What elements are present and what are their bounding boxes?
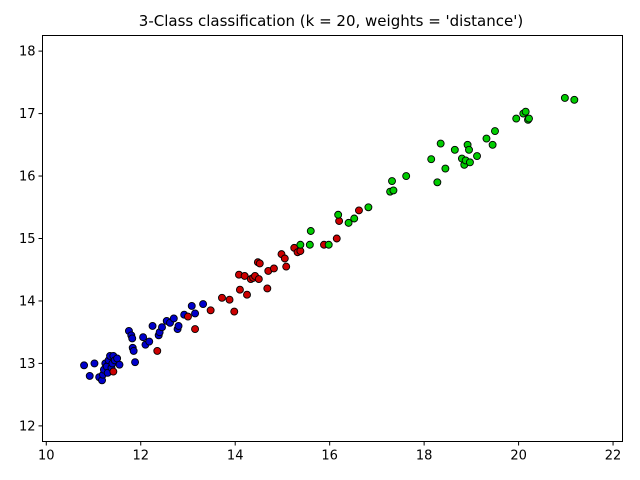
data-point [109, 367, 118, 376]
y-tick-label: 17 [19, 107, 36, 122]
data-point [263, 284, 272, 293]
data-point [350, 214, 359, 223]
y-axis: 12 13 14 15 16 17 18 [19, 45, 43, 434]
data-point [402, 172, 411, 180]
data-point [80, 361, 89, 370]
data-point [465, 145, 473, 154]
data-point [473, 152, 481, 161]
plot-frame [42, 35, 623, 442]
x-tick-label: 14 [227, 449, 244, 464]
data-point [450, 145, 459, 154]
data-point [427, 155, 436, 164]
x-tick-label: 22 [605, 449, 622, 464]
data-point [191, 325, 200, 334]
data-point [488, 140, 497, 149]
y-tick-label: 14 [19, 294, 36, 309]
data-point [148, 322, 157, 330]
data-point [153, 346, 162, 355]
data-point [235, 285, 244, 294]
x-tick-label: 16 [321, 449, 338, 464]
data-point [187, 302, 196, 310]
data-point [131, 358, 140, 367]
data-point [225, 295, 234, 304]
x-tick-label: 20 [510, 449, 527, 464]
data-point [332, 234, 341, 243]
data-point [389, 186, 398, 195]
data-point [334, 210, 343, 219]
data-point [184, 312, 192, 321]
data-point [482, 134, 491, 143]
data-point [206, 306, 215, 315]
data-point [512, 114, 521, 123]
data-point [491, 127, 499, 136]
data-point [158, 323, 166, 332]
data-point [199, 300, 208, 309]
data-point [344, 218, 353, 227]
data-point [305, 240, 314, 249]
y-tick-label: 18 [19, 45, 36, 60]
x-axis: 10 12 14 16 18 20 22 [38, 441, 622, 464]
y-tick-label: 12 [19, 419, 36, 434]
data-point [521, 107, 530, 116]
data-point [255, 259, 264, 268]
data-point [560, 94, 569, 102]
data-point [129, 346, 138, 355]
points-layer [80, 94, 579, 385]
data-point [280, 254, 289, 263]
y-tick-label: 13 [19, 357, 36, 372]
data-point [230, 307, 239, 316]
data-point [525, 114, 533, 123]
data-point [254, 275, 263, 284]
data-point [364, 203, 373, 212]
data-point [433, 178, 442, 187]
data-point [441, 164, 450, 173]
data-point [115, 360, 124, 369]
data-point [145, 337, 154, 346]
data-point [282, 262, 291, 271]
data-point [324, 240, 333, 249]
data-point [139, 333, 148, 342]
data-point [570, 95, 579, 104]
data-point [169, 314, 178, 323]
data-point [218, 293, 226, 302]
data-point [436, 139, 445, 148]
data-point [465, 158, 474, 167]
chart-title: 3-Class classification (k = 20, weights … [139, 12, 523, 30]
data-point [296, 240, 305, 249]
x-tick-label: 10 [38, 449, 55, 464]
data-point [388, 177, 396, 185]
y-tick-label: 16 [19, 170, 36, 185]
data-point [174, 322, 183, 330]
data-point [128, 334, 137, 343]
y-tick-label: 15 [19, 232, 36, 247]
data-point [240, 272, 249, 280]
data-point [243, 290, 251, 299]
data-point [90, 359, 99, 368]
data-point [269, 264, 278, 273]
data-point [191, 309, 200, 318]
data-point [85, 371, 94, 380]
x-tick-label: 18 [416, 449, 433, 464]
data-point [355, 206, 363, 215]
x-tick-label: 12 [132, 449, 149, 464]
data-point [306, 227, 315, 235]
